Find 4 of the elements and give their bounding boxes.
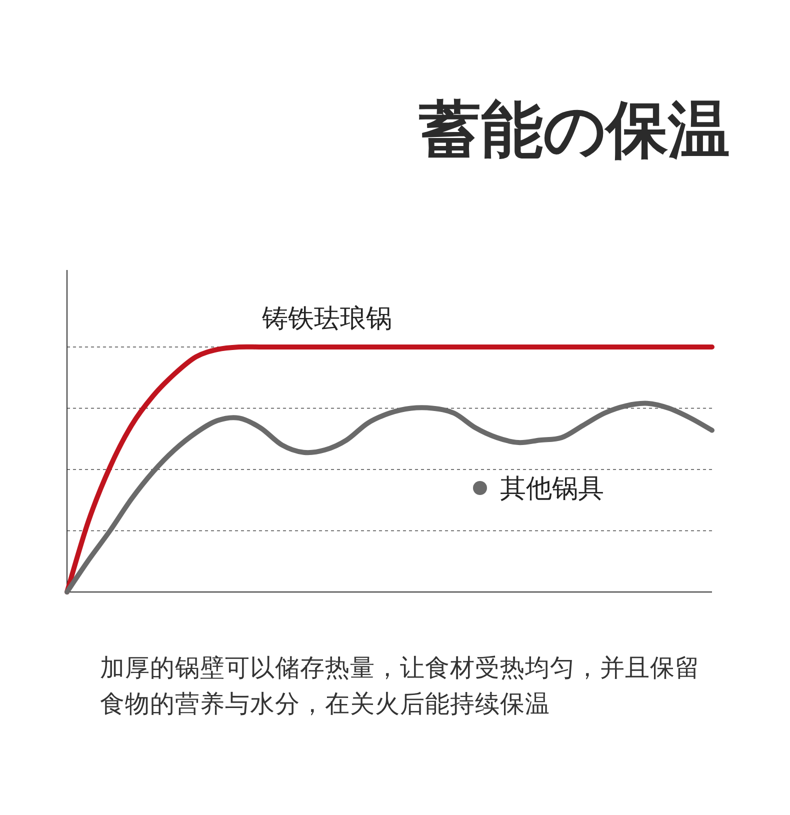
- series-label: 铸铁珐琅锅: [261, 304, 392, 334]
- chart-title: 蓄能の保温: [419, 92, 730, 168]
- text: 加厚的锅壁可以储存热量，让食材受热均匀，并且保留食物的营养与水分，在关火后能持续保温: [100, 652, 701, 720]
- legend-label: 其他锅具: [500, 474, 604, 504]
